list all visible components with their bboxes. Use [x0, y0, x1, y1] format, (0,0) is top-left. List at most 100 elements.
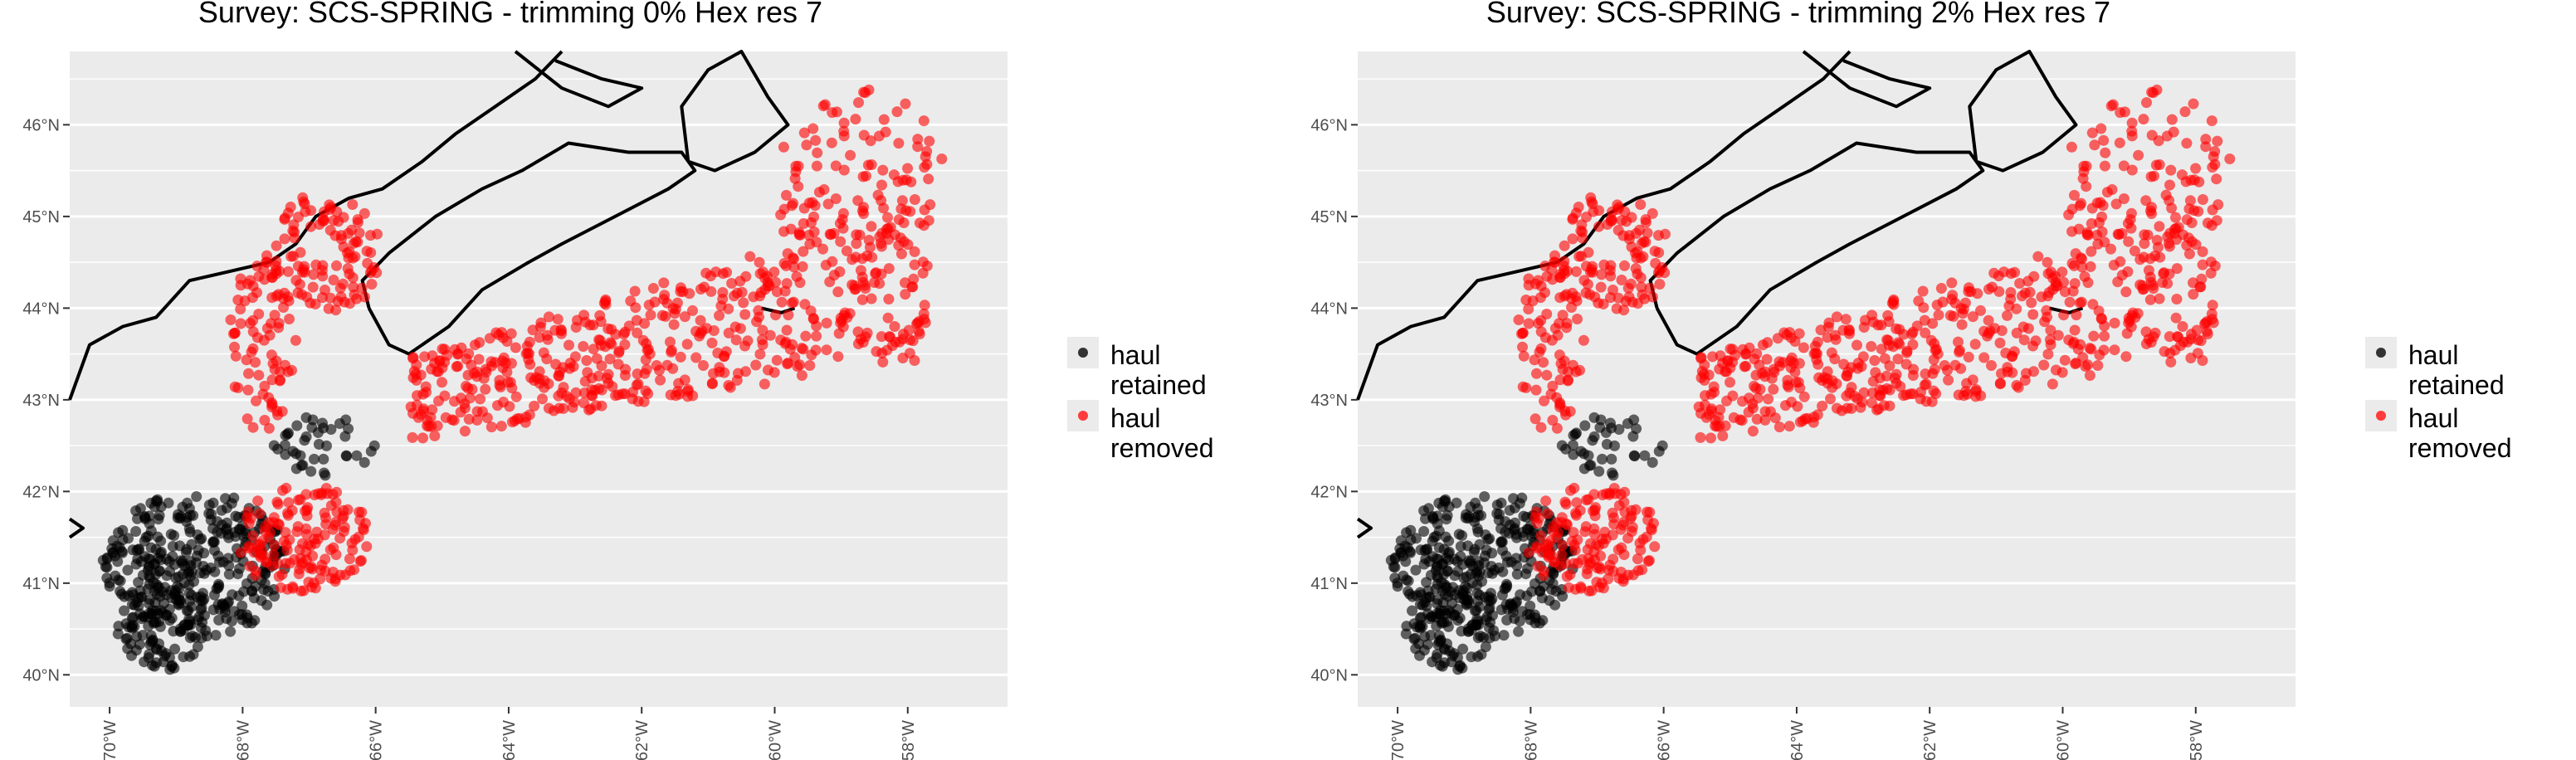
haul-retained-point [1593, 465, 1605, 477]
haul-retained-point [1400, 556, 1412, 568]
haul-removed-point [1856, 397, 1868, 408]
haul-removed-point [803, 230, 815, 241]
haul-removed-point [2081, 181, 2092, 192]
haul-removed-point [1554, 292, 1566, 304]
haul-removed-point [748, 291, 759, 303]
haul-removed-point [857, 171, 869, 183]
haul-removed-point [245, 318, 256, 329]
haul-removed-point [429, 430, 441, 441]
haul-removed-point [2146, 202, 2157, 213]
haul-removed-point [936, 153, 948, 164]
haul-removed-point [2202, 329, 2213, 339]
coastline [681, 51, 788, 171]
haul-removed-point [2170, 312, 2182, 324]
haul-removed-point [282, 291, 294, 303]
haul-retained-point [1513, 626, 1525, 637]
haul-removed-point [275, 374, 285, 386]
haul-removed-point [846, 254, 858, 266]
haul-removed-point [1695, 431, 1706, 443]
haul-removed-point [805, 305, 817, 317]
haul-removed-point [832, 351, 844, 363]
haul-removed-point [272, 499, 284, 510]
haul-removed-point [1751, 348, 1763, 359]
haul-removed-point [919, 204, 930, 216]
haul-retained-point [1418, 505, 1430, 517]
haul-removed-point [778, 226, 790, 237]
haul-removed-point [882, 312, 894, 324]
haul-removed-point [1540, 495, 1552, 507]
haul-removed-point [347, 272, 359, 284]
haul-removed-point [756, 334, 768, 345]
haul-removed-point [1793, 377, 1804, 388]
haul-removed-point [658, 277, 670, 289]
haul-retained-point [1510, 517, 1520, 529]
haul-removed-point [1642, 506, 1653, 518]
haul-removed-point [2192, 348, 2203, 359]
haul-removed-point [610, 390, 622, 402]
haul-removed-point [2171, 263, 2183, 275]
haul-removed-point [1570, 509, 1582, 521]
haul-removed-point [2145, 171, 2157, 183]
map-plot: 70°W 68°W 66°W 64°W 62°W 60°W 58°W 40°N 41°N 42°N… [22, 0, 1007, 760]
haul-removed-point [2011, 380, 2022, 391]
legend: haul retained haul removed [1067, 329, 1214, 470]
haul-removed-point [596, 400, 607, 412]
haul-removed-point [2076, 197, 2087, 209]
haul-removed-point [739, 309, 751, 320]
haul-retained-point [143, 553, 154, 564]
haul-removed-point [714, 309, 725, 321]
haul-removed-point [812, 147, 823, 158]
haul-removed-point [2211, 215, 2222, 227]
haul-removed-point [807, 314, 819, 324]
haul-removed-point [2045, 324, 2056, 336]
haul-removed-point [700, 267, 712, 279]
haul-removed-point [1898, 329, 1910, 340]
haul-removed-point [1580, 261, 1592, 272]
haul-retained-point [166, 592, 178, 604]
haul-removed-point [1630, 247, 1641, 259]
haul-retained-point [1522, 524, 1534, 535]
haul-removed-point [1616, 275, 1627, 285]
haul-removed-point [900, 205, 912, 217]
haul-removed-point [417, 432, 428, 444]
haul-retained-point [214, 604, 226, 615]
haul-retained-point [260, 568, 271, 579]
haul-removed-point [1898, 390, 1910, 402]
haul-removed-point [266, 399, 278, 411]
haul-removed-point [1593, 561, 1605, 572]
haul-retained-point [154, 616, 164, 627]
haul-retained-point [130, 505, 142, 517]
haul-removed-point [558, 402, 569, 414]
legend-key-retained [1067, 337, 1099, 368]
haul-removed-point [1841, 370, 1852, 382]
haul-removed-point [2113, 229, 2125, 241]
haul-retained-point [1534, 586, 1546, 597]
haul-removed-point [1929, 338, 1940, 349]
haul-removed-point [2080, 361, 2091, 373]
haul-removed-point [860, 331, 871, 343]
haul-removed-point [2082, 277, 2094, 289]
haul-removed-point [449, 343, 461, 355]
haul-removed-point [706, 337, 718, 348]
haul-removed-point [1695, 407, 1706, 419]
haul-removed-point [2076, 252, 2086, 264]
map-panel-right: 70°W 68°W 66°W 64°W 62°W 60°W 58°W 40°N 41°N 42°N… [1288, 0, 2576, 760]
haul-removed-point [258, 334, 270, 346]
haul-removed-point [788, 197, 799, 209]
haul-removed-point [1958, 390, 1969, 402]
haul-removed-point [781, 324, 793, 336]
haul-retained-point [1578, 448, 1589, 460]
haul-retained-point [216, 504, 227, 516]
haul-removed-point [437, 377, 447, 388]
haul-removed-point [290, 334, 301, 346]
haul-retained-point [177, 558, 188, 569]
haul-retained-point [104, 577, 115, 589]
haul-removed-point [534, 378, 545, 389]
haul-removed-point [305, 561, 317, 572]
haul-removed-point [259, 380, 271, 392]
haul-removed-point [229, 381, 241, 392]
haul-removed-point [558, 382, 569, 393]
haul-removed-point [1825, 393, 1836, 405]
haul-removed-point [892, 176, 904, 188]
y-tick-label: 40°N [22, 666, 60, 684]
